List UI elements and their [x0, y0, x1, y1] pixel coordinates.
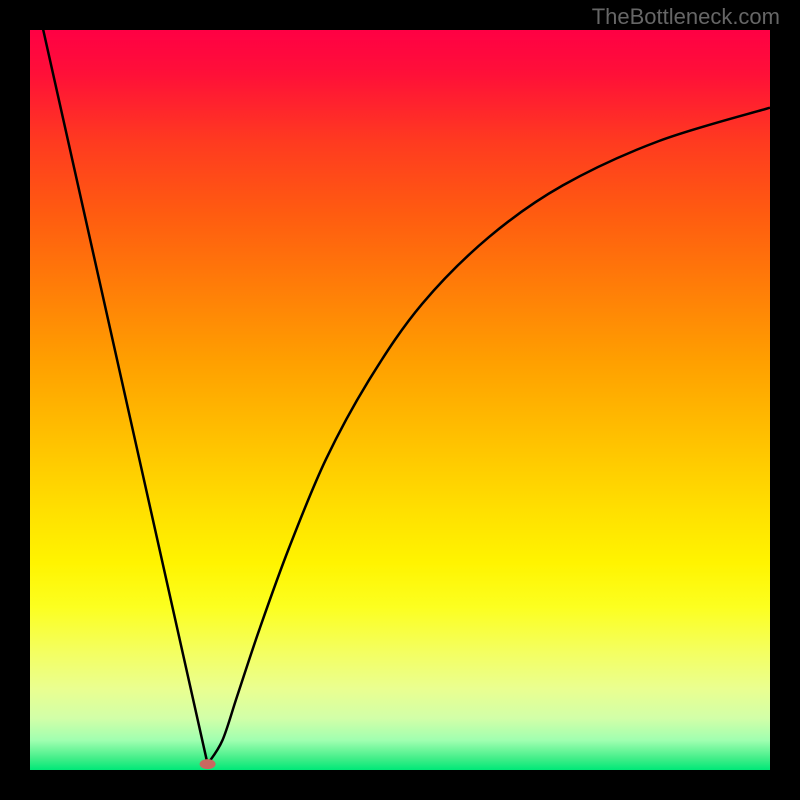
watermark-text: TheBottleneck.com [592, 4, 780, 30]
optimal-point-marker [200, 759, 216, 769]
bottleneck-chart [0, 0, 800, 800]
chart-container: TheBottleneck.com [0, 0, 800, 800]
